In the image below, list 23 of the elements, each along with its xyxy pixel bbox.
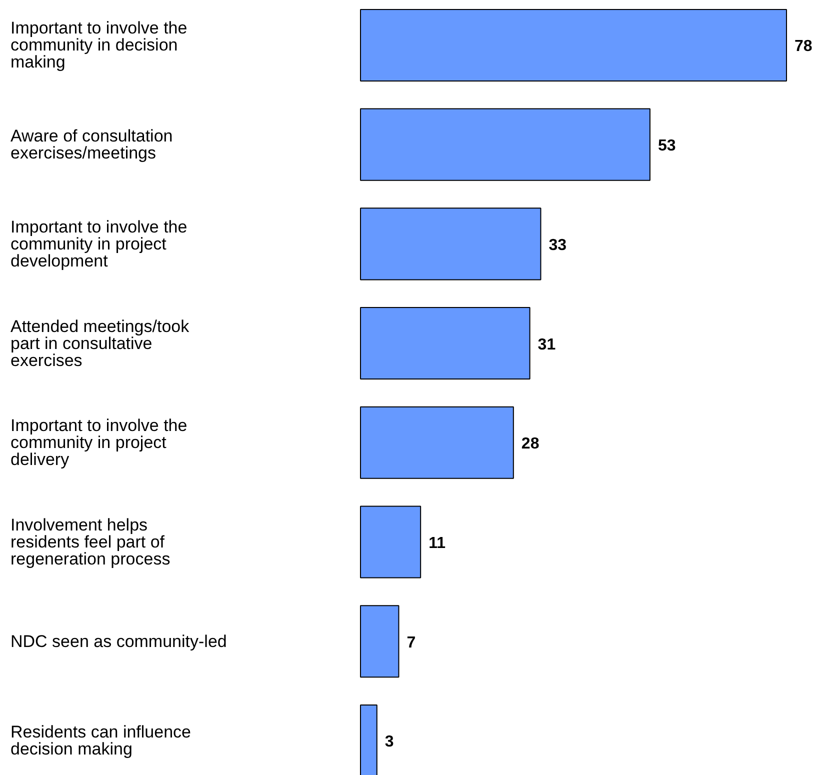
- data-label: 31: [538, 336, 556, 354]
- y-tick-label: NDC seen as community-led: [10, 632, 227, 651]
- y-tick-label: Involvement helps residents feel part of regeneration process: [10, 516, 170, 569]
- bar: [360, 307, 530, 380]
- y-tick-label: Important to involve the community in decision making: [10, 18, 188, 72]
- bar: [360, 506, 422, 578]
- bar: [360, 8, 787, 82]
- y-tick-label: Important to involve the community in project delivery: [10, 416, 188, 470]
- data-label: 33: [548, 236, 567, 254]
- y-tick-label: Residents can influence decision making: [10, 722, 192, 759]
- bar: [360, 605, 400, 678]
- bar: [360, 406, 514, 479]
- y-tick-label: Aware of consultation exercises/meetings: [10, 126, 173, 163]
- bar: [360, 108, 650, 181]
- data-label: 53: [658, 138, 676, 155]
- bar: [360, 208, 542, 280]
- y-tick-label: Important to involve the community in project development: [10, 217, 188, 270]
- data-label: 7: [406, 634, 416, 652]
- data-label: 3: [384, 734, 394, 751]
- data-label: 78: [794, 38, 812, 56]
- y-tick-label: Attended meetings/took part in consultative exercises: [10, 316, 190, 370]
- data-label: 11: [428, 535, 446, 552]
- data-label: 28: [521, 436, 540, 453]
